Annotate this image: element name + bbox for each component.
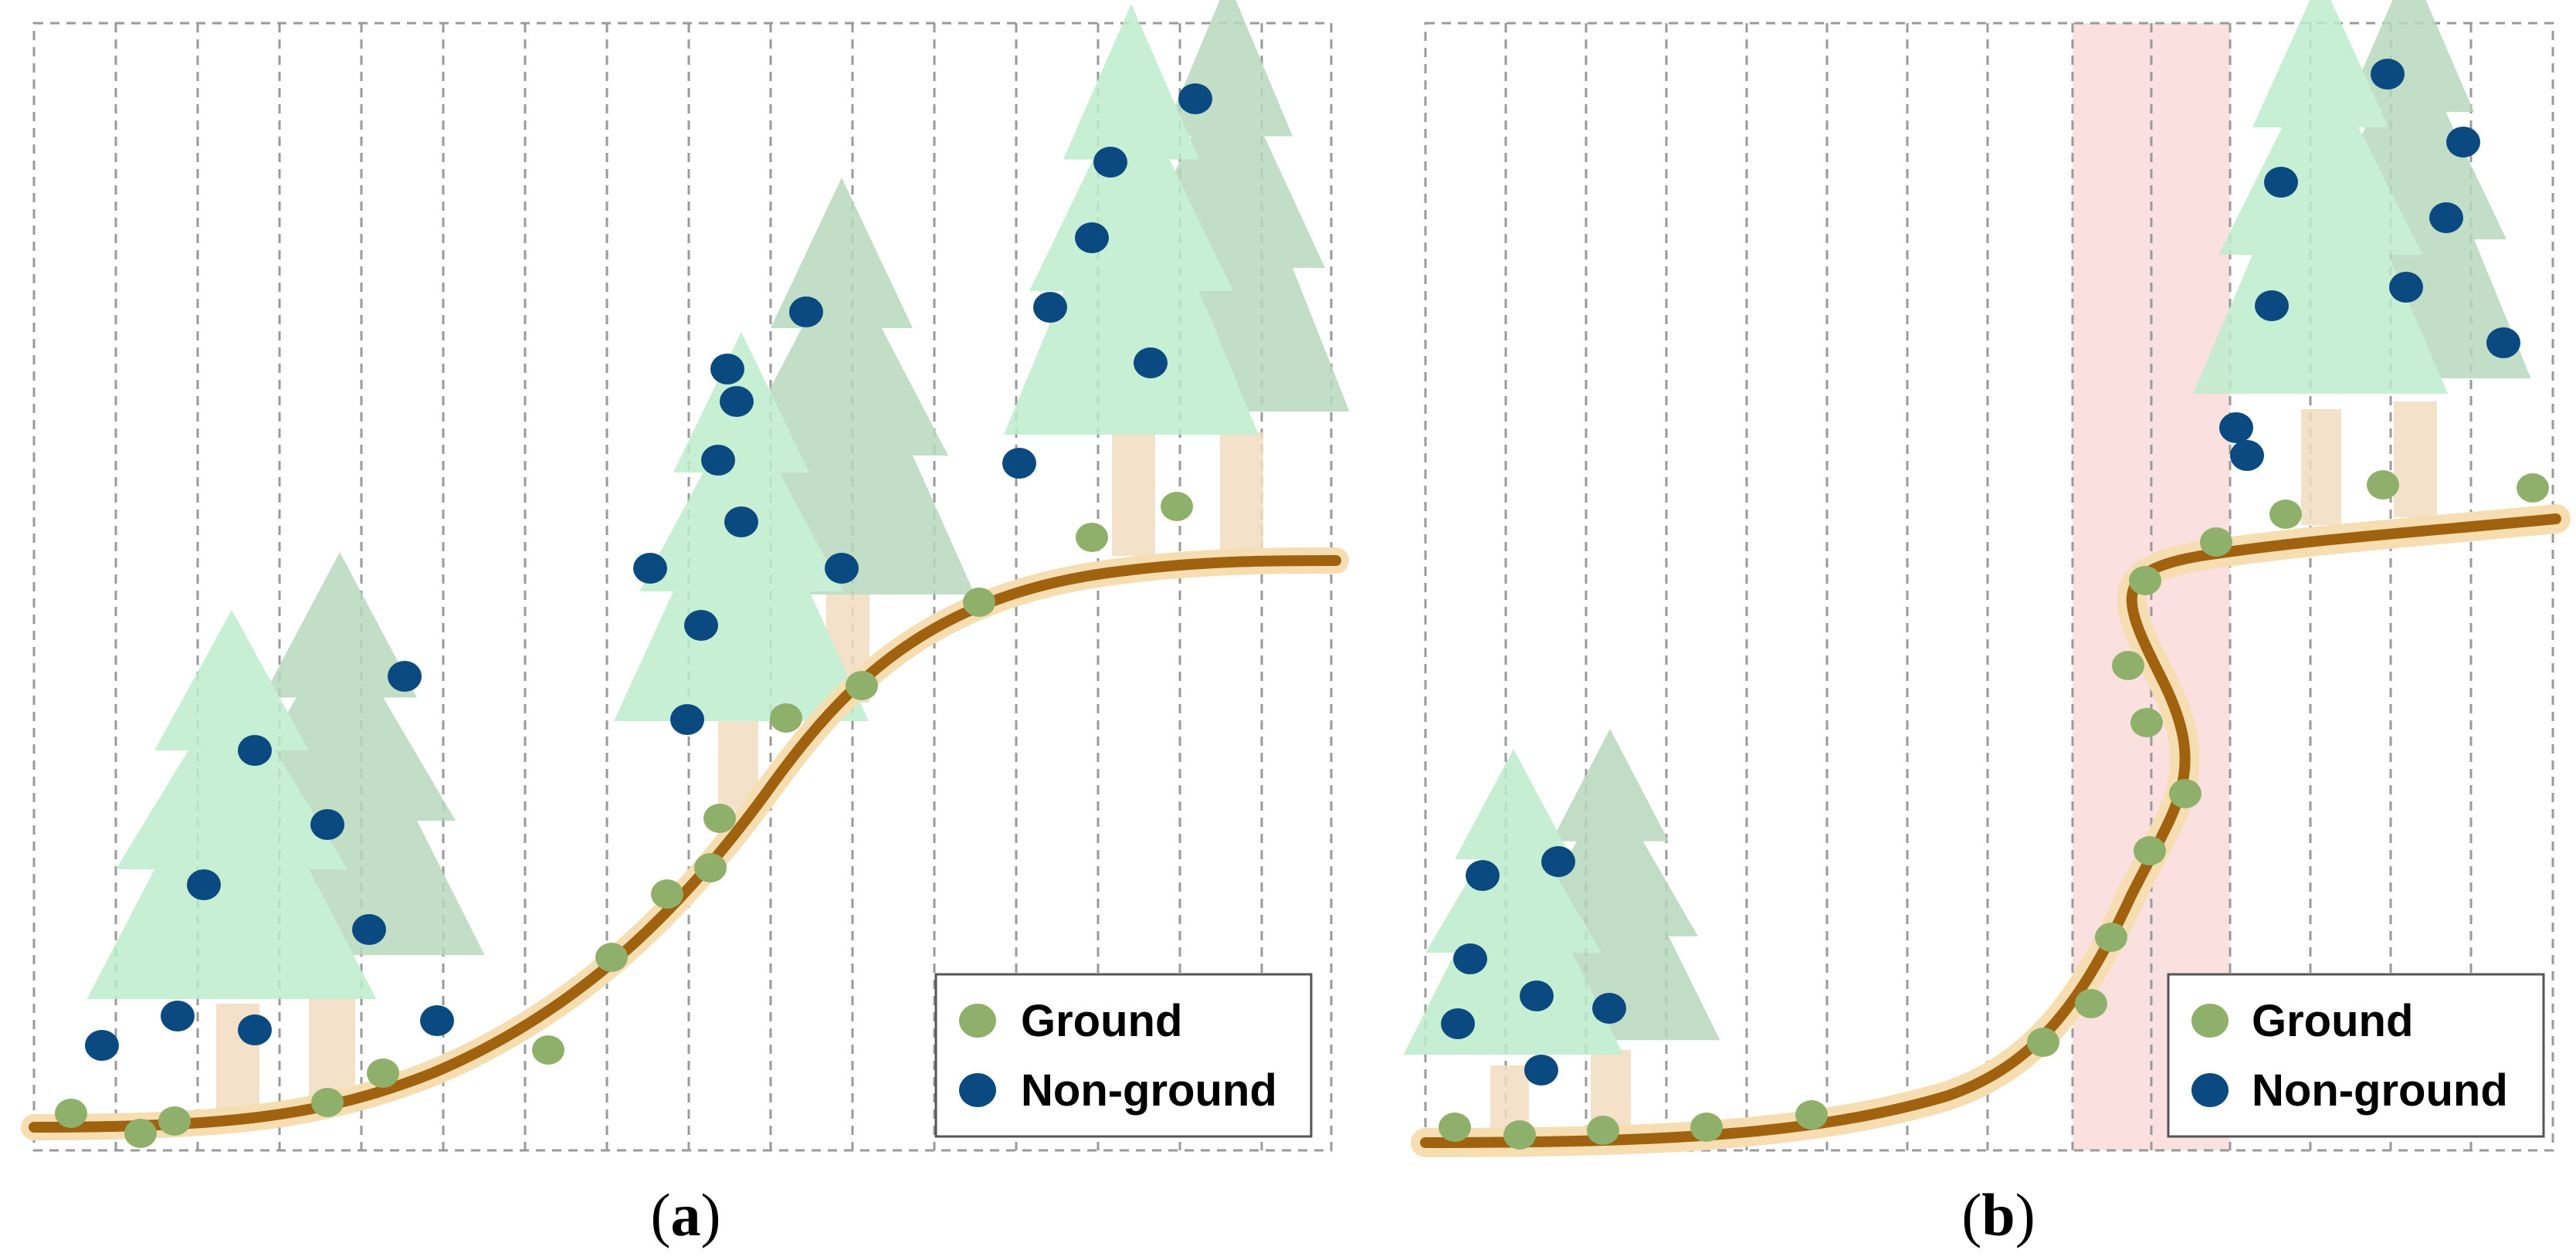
nonground-point xyxy=(789,296,823,327)
ground-point xyxy=(55,1099,87,1128)
nonground-point xyxy=(1441,1008,1475,1039)
ground-point xyxy=(1161,492,1193,521)
panel-b-tree-group-left xyxy=(1403,729,1720,1143)
ground-point xyxy=(694,853,727,882)
nonground-point xyxy=(1033,292,1067,323)
panel-a-ground-points xyxy=(55,492,1193,1148)
nonground-point xyxy=(701,445,735,476)
nonground-point xyxy=(1453,943,1487,974)
nonground-point xyxy=(1466,860,1500,891)
nonground-point xyxy=(670,704,704,735)
ground-point xyxy=(2129,566,2161,595)
ground-point xyxy=(2134,836,2166,865)
nonground-point xyxy=(1075,222,1109,253)
legend-ground-marker xyxy=(959,1004,996,1038)
panel-b-caption: (b) xyxy=(1961,1181,2035,1248)
legend-nonground-label: Non-ground xyxy=(1021,1065,1277,1116)
nonground-point xyxy=(1524,1055,1558,1086)
ground-point xyxy=(2095,923,2127,952)
ground-point xyxy=(2130,708,2163,737)
panel-b-legend: Ground Non-ground xyxy=(2167,973,2545,1138)
legend-ground-label: Ground xyxy=(1021,996,1182,1046)
panel-b: Ground Non-ground (b) xyxy=(1403,0,2571,1248)
nonground-point xyxy=(2219,412,2253,443)
ground-point xyxy=(846,671,878,700)
ground-point xyxy=(1690,1113,1723,1142)
legend-nonground-marker xyxy=(959,1073,996,1107)
nonground-point xyxy=(1093,147,1127,178)
ground-point xyxy=(1587,1116,1619,1145)
nonground-point xyxy=(352,914,386,945)
nonground-point xyxy=(2389,272,2423,303)
ground-point xyxy=(2200,527,2232,557)
nonground-point xyxy=(2486,327,2520,358)
panel-a-tree-group-left xyxy=(86,552,485,1119)
ground-point xyxy=(2367,470,2399,500)
nonground-point xyxy=(2446,127,2480,158)
nonground-point xyxy=(1592,993,1626,1024)
ground-point xyxy=(124,1119,157,1148)
nonground-point xyxy=(420,1005,454,1036)
ground-point xyxy=(1439,1113,1471,1142)
ground-point xyxy=(311,1088,344,1117)
nonground-point xyxy=(238,735,272,766)
legend-box xyxy=(2167,973,2545,1138)
legend-ground-marker xyxy=(2191,1004,2229,1038)
panel-a: Ground Non-ground (a) xyxy=(21,0,1350,1248)
panel-b-tree-group-right xyxy=(2193,0,2531,525)
nonground-point xyxy=(2264,167,2298,198)
panel-b-nonground-points xyxy=(1441,59,2520,1086)
ground-point xyxy=(2517,473,2549,503)
nonground-point xyxy=(85,1030,119,1061)
ground-point xyxy=(2027,1028,2059,1057)
nonground-point xyxy=(724,506,758,537)
nonground-point xyxy=(684,610,718,641)
legend-nonground-label: Non-ground xyxy=(2252,1065,2508,1116)
nonground-point xyxy=(633,553,667,584)
ground-point xyxy=(703,804,736,833)
legend-ground-label: Ground xyxy=(2252,996,2413,1046)
panel-a-legend: Ground Non-ground xyxy=(934,973,1313,1138)
nonground-point xyxy=(2371,59,2405,90)
nonground-point xyxy=(2230,440,2264,471)
legend-nonground-marker xyxy=(2191,1073,2229,1107)
nonground-point xyxy=(1134,347,1168,378)
ground-point xyxy=(158,1106,191,1136)
nonground-point xyxy=(825,553,859,584)
ground-point xyxy=(651,879,683,909)
panel-a-frame xyxy=(32,22,1333,1152)
ground-point xyxy=(595,943,628,972)
panel-a-tree-group-right xyxy=(1004,0,1350,556)
ground-point xyxy=(2269,500,2302,529)
nonground-point xyxy=(238,1014,272,1045)
ground-point xyxy=(2075,989,2107,1018)
nonground-point xyxy=(161,1001,195,1031)
ground-point xyxy=(532,1035,564,1065)
nonground-point xyxy=(710,354,744,384)
nonground-point xyxy=(187,869,221,900)
legend-box xyxy=(934,973,1313,1138)
ground-point xyxy=(963,588,995,617)
ground-point xyxy=(2112,651,2144,680)
nonground-point xyxy=(1178,83,1212,114)
nonground-point xyxy=(720,386,754,417)
ground-point xyxy=(2169,779,2201,808)
nonground-point xyxy=(388,661,422,692)
nonground-point xyxy=(310,809,344,840)
nonground-point xyxy=(1520,981,1554,1011)
panel-a-nonground-points xyxy=(85,83,1212,1061)
nonground-point xyxy=(2255,290,2289,321)
panel-a-caption: (a) xyxy=(651,1181,721,1248)
ground-point xyxy=(1503,1120,1536,1150)
ground-point xyxy=(1795,1100,1828,1130)
panel-b-frame xyxy=(1424,22,2554,1152)
ground-point xyxy=(367,1058,399,1088)
nonground-point xyxy=(1541,846,1575,877)
nonground-point xyxy=(1002,448,1036,479)
panel-b-ground-points xyxy=(1439,470,2549,1150)
nonground-point xyxy=(2429,202,2463,233)
ground-point xyxy=(770,703,802,733)
ground-point xyxy=(1076,523,1108,552)
